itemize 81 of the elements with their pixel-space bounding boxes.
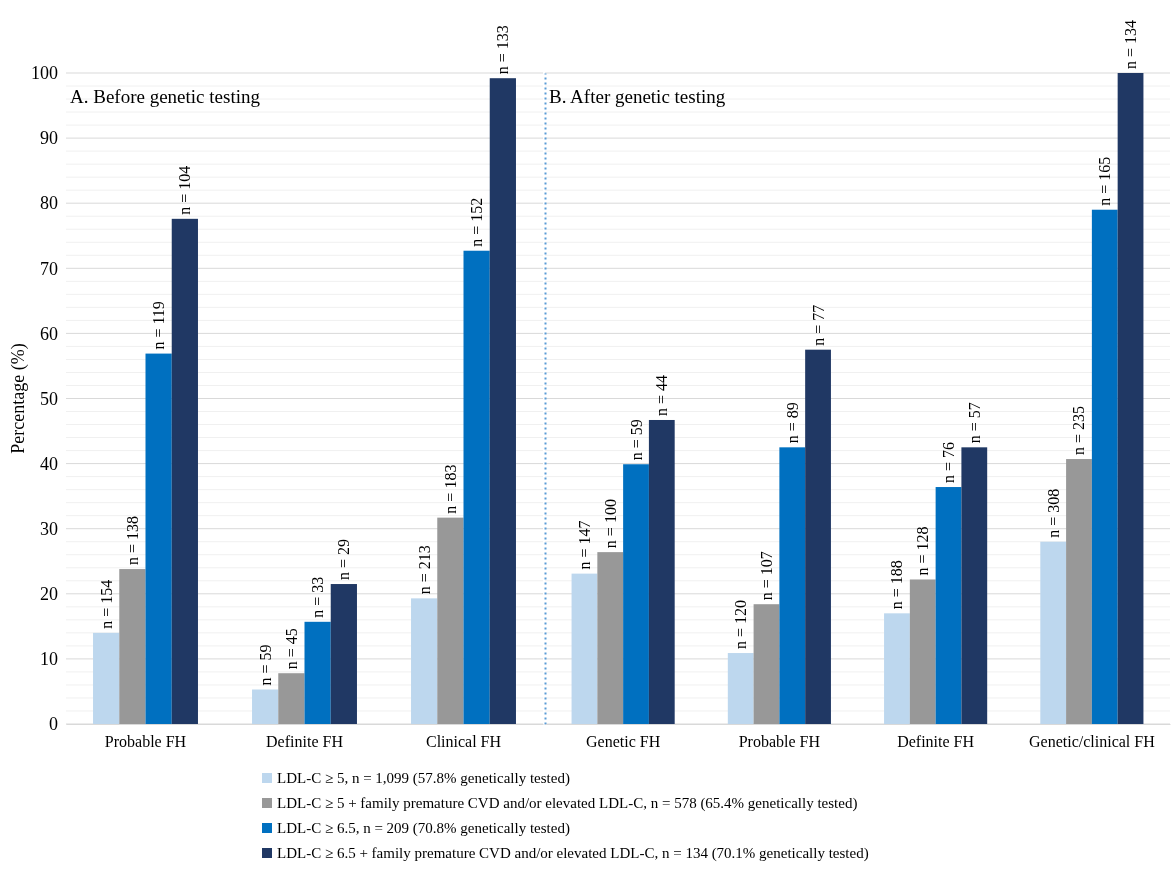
annotation: n = 308 (1044, 488, 1062, 538)
legend-label: LDL-C ≥ 5, n = 1,099 (57.8% genetically tested) (277, 770, 570, 787)
bar (1091, 209, 1118, 724)
y-tick-label: 40 (40, 453, 58, 474)
annotation: n = 76 (940, 442, 958, 484)
y-tick-label: 10 (40, 649, 58, 670)
annotation: n = 29 (335, 539, 353, 581)
bar (145, 353, 172, 724)
annotation: n = 165 (1096, 156, 1114, 206)
annotation: n = 57 (965, 402, 983, 444)
annotation: n = 59 (627, 419, 645, 461)
annotation: n = 100 (601, 499, 619, 549)
bar (727, 653, 754, 724)
annotation: n = 33 (309, 576, 327, 618)
x-tick-label: Clinical FH (425, 733, 502, 751)
annotation: n = 119 (150, 301, 168, 350)
annotation: n = 133 (494, 25, 512, 75)
bar (623, 464, 649, 724)
bar (93, 632, 120, 724)
bar (1066, 459, 1092, 724)
y-axis-title: Percentage (%) (8, 343, 29, 454)
annotation: n = 152 (468, 197, 486, 247)
bar (597, 552, 624, 724)
bar (489, 78, 516, 724)
annotation: n = 104 (176, 165, 194, 215)
x-tick-label: Definite FH (266, 733, 344, 751)
bar (304, 621, 331, 724)
annotation: n = 77 (809, 304, 827, 346)
legend-label: LDL-C ≥ 5 + family premature CVD and/or elevated LDL-C, n = 578 (65.4% genetically tested) (277, 795, 858, 812)
y-tick-label: 60 (40, 323, 58, 344)
annotation: n = 59 (256, 644, 274, 686)
x-tick-label: Genetic FH (586, 733, 661, 751)
annotation: n = 154 (97, 579, 115, 629)
y-tick-label: 0 (49, 714, 58, 735)
annotation: n = 44 (653, 374, 671, 416)
annotation: n = 128 (914, 526, 932, 576)
annotation: n = 188 (888, 560, 906, 610)
annotation: n = 89 (783, 402, 801, 444)
text: A. Before genetic testing (70, 86, 261, 107)
annotation: n = 138 (123, 516, 141, 566)
y-tick-label: 20 (40, 584, 58, 605)
bar (935, 487, 962, 724)
annotation: n = 235 (1070, 406, 1088, 456)
x-tick-label: Definite FH (897, 733, 975, 751)
bar (909, 579, 936, 724)
bar (330, 584, 357, 724)
y-tick-label: 70 (40, 258, 58, 279)
bar (171, 218, 198, 724)
bar (648, 419, 675, 724)
annotation: n = 45 (282, 628, 300, 670)
bar (437, 517, 464, 724)
bar (779, 447, 806, 724)
bar (463, 250, 490, 724)
bar (961, 447, 988, 724)
bar (119, 569, 146, 724)
y-tick-label: 50 (40, 388, 58, 409)
text: B. After genetic testing (549, 86, 726, 107)
x-tick-label: Genetic/clinical FH (1029, 733, 1156, 751)
legend-label: LDL-C ≥ 6.5 + family premature CVD and/or elevated LDL-C, n = 134 (70.1% genetically tested) (277, 845, 869, 862)
annotation: n = 147 (575, 520, 593, 570)
annotation: n = 183 (441, 464, 459, 514)
text: n = 134 (1122, 19, 1140, 69)
y-tick-label: 80 (40, 193, 58, 214)
x-tick-label: Probable FH (104, 733, 187, 751)
bar (1040, 541, 1067, 724)
bar (805, 349, 831, 724)
bar (753, 604, 780, 724)
y-tick-label: 100 (31, 63, 58, 84)
legend-label: LDL-C ≥ 6.5, n = 209 (70.8% genetically tested) (277, 820, 570, 837)
bar (411, 598, 438, 724)
x-tick-label: Probable FH (738, 733, 821, 751)
bar (884, 613, 910, 724)
y-tick-label: 30 (40, 518, 58, 539)
annotation: n = 107 (757, 551, 775, 601)
y-tick-label: 90 (40, 128, 58, 149)
bar (278, 673, 305, 724)
annotation: n = 120 (732, 600, 750, 650)
bar (1117, 73, 1144, 724)
bar (571, 573, 598, 724)
bar (252, 689, 279, 724)
annotation: n = 213 (415, 545, 433, 595)
